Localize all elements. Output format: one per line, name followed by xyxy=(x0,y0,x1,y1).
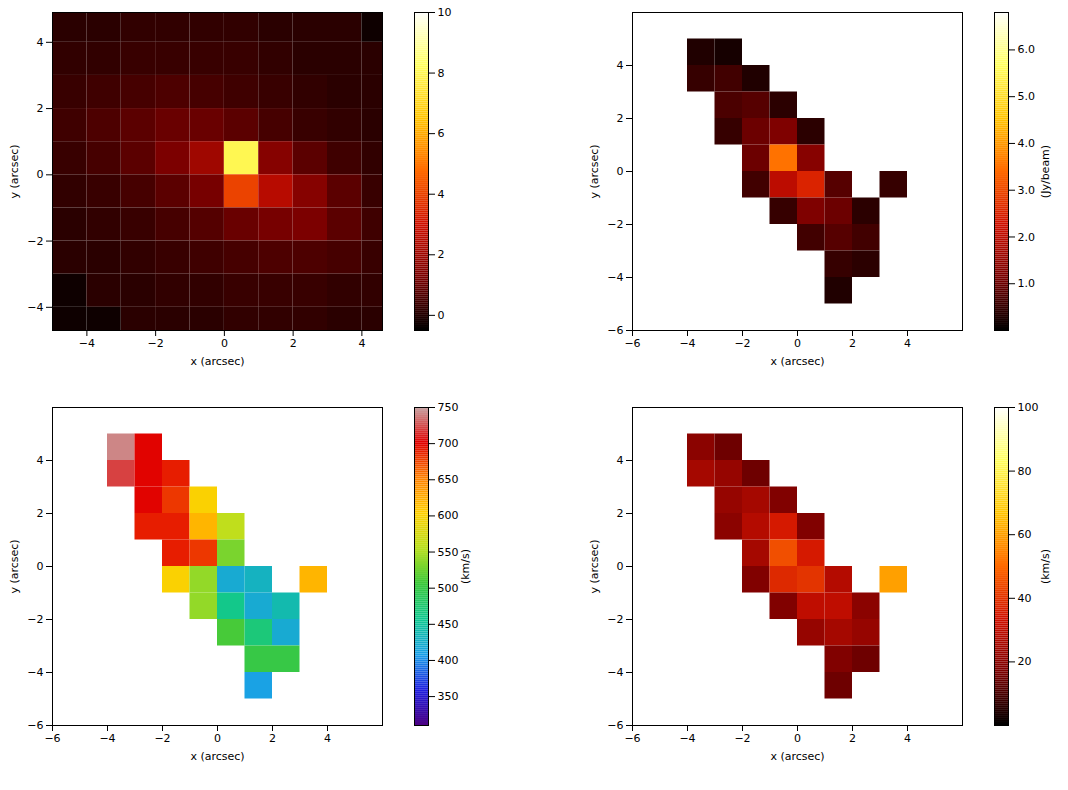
svg-text:2: 2 xyxy=(617,112,624,125)
svg-text:6: 6 xyxy=(438,127,445,140)
svg-text:−6: −6 xyxy=(44,732,60,745)
svg-text:y (arcsec): y (arcsec) xyxy=(588,539,601,593)
svg-text:−2: −2 xyxy=(734,337,750,350)
svg-text:6.0: 6.0 xyxy=(1018,43,1036,56)
svg-text:4: 4 xyxy=(438,188,445,201)
svg-text:4: 4 xyxy=(904,337,911,350)
svg-text:−4: −4 xyxy=(99,732,115,745)
svg-text:0: 0 xyxy=(794,337,801,350)
svg-text:−4: −4 xyxy=(27,301,43,314)
svg-text:(Jy/beam): (Jy/beam) xyxy=(1039,145,1052,198)
svg-text:5.0: 5.0 xyxy=(1018,90,1036,103)
svg-text:550: 550 xyxy=(438,546,459,559)
svg-text:2.0: 2.0 xyxy=(1018,230,1036,243)
svg-text:80: 80 xyxy=(1018,465,1032,478)
svg-text:x (arcsec): x (arcsec) xyxy=(190,750,244,763)
svg-text:2: 2 xyxy=(290,337,297,350)
svg-text:1.0: 1.0 xyxy=(1018,277,1036,290)
svg-text:−2: −2 xyxy=(148,337,164,350)
svg-text:4: 4 xyxy=(37,454,44,467)
svg-text:4: 4 xyxy=(358,337,365,350)
svg-text:60: 60 xyxy=(1018,528,1032,541)
svg-text:2: 2 xyxy=(37,507,44,520)
svg-text:y (arcsec): y (arcsec) xyxy=(588,144,601,198)
svg-text:40: 40 xyxy=(1018,592,1032,605)
svg-text:−2: −2 xyxy=(27,613,43,626)
svg-text:4.0: 4.0 xyxy=(1018,137,1036,150)
svg-text:−2: −2 xyxy=(154,732,170,745)
svg-text:10: 10 xyxy=(438,6,452,19)
svg-text:2: 2 xyxy=(849,732,856,745)
svg-text:−2: −2 xyxy=(27,235,43,248)
svg-text:0: 0 xyxy=(617,560,624,573)
svg-text:−6: −6 xyxy=(624,732,640,745)
svg-text:x (arcsec): x (arcsec) xyxy=(770,355,824,368)
svg-text:−6: −6 xyxy=(624,337,640,350)
svg-text:x (arcsec): x (arcsec) xyxy=(770,750,824,763)
svg-text:4: 4 xyxy=(324,732,331,745)
svg-text:−6: −6 xyxy=(607,324,623,337)
svg-text:(km/s): (km/s) xyxy=(1039,549,1052,584)
svg-text:−2: −2 xyxy=(734,732,750,745)
svg-text:−2: −2 xyxy=(607,613,623,626)
svg-text:2: 2 xyxy=(617,507,624,520)
svg-text:−4: −4 xyxy=(679,337,695,350)
svg-text:−6: −6 xyxy=(607,719,623,732)
svg-text:2: 2 xyxy=(438,248,445,261)
svg-text:4: 4 xyxy=(37,36,44,49)
svg-text:400: 400 xyxy=(438,654,459,667)
svg-text:3.0: 3.0 xyxy=(1018,184,1036,197)
svg-text:500: 500 xyxy=(438,582,459,595)
svg-text:4: 4 xyxy=(904,732,911,745)
svg-text:350: 350 xyxy=(438,690,459,703)
svg-text:−6: −6 xyxy=(27,719,43,732)
svg-text:2: 2 xyxy=(849,337,856,350)
svg-text:x (arcsec): x (arcsec) xyxy=(190,355,244,368)
svg-text:0: 0 xyxy=(794,732,801,745)
svg-text:0: 0 xyxy=(438,309,445,322)
svg-text:100: 100 xyxy=(1018,401,1039,414)
svg-text:0: 0 xyxy=(37,168,44,181)
svg-text:0: 0 xyxy=(617,165,624,178)
svg-text:4: 4 xyxy=(617,454,624,467)
svg-text:0: 0 xyxy=(37,560,44,573)
svg-text:600: 600 xyxy=(438,509,459,522)
svg-text:−4: −4 xyxy=(27,666,43,679)
svg-text:8: 8 xyxy=(438,67,445,80)
svg-text:450: 450 xyxy=(438,618,459,631)
svg-text:20: 20 xyxy=(1018,655,1032,668)
svg-text:−4: −4 xyxy=(679,732,695,745)
svg-text:y (arcsec): y (arcsec) xyxy=(8,144,21,198)
svg-text:(km/s): (km/s) xyxy=(459,549,472,584)
svg-text:−4: −4 xyxy=(79,337,95,350)
svg-text:−4: −4 xyxy=(607,666,623,679)
svg-text:2: 2 xyxy=(37,102,44,115)
svg-text:y (arcsec): y (arcsec) xyxy=(8,539,21,593)
svg-text:−2: −2 xyxy=(607,218,623,231)
svg-text:2: 2 xyxy=(269,732,276,745)
svg-text:750: 750 xyxy=(438,401,459,414)
svg-text:700: 700 xyxy=(438,437,459,450)
svg-text:650: 650 xyxy=(438,473,459,486)
svg-text:0: 0 xyxy=(221,337,228,350)
svg-text:−4: −4 xyxy=(607,271,623,284)
svg-text:4: 4 xyxy=(617,59,624,72)
svg-text:0: 0 xyxy=(214,732,221,745)
